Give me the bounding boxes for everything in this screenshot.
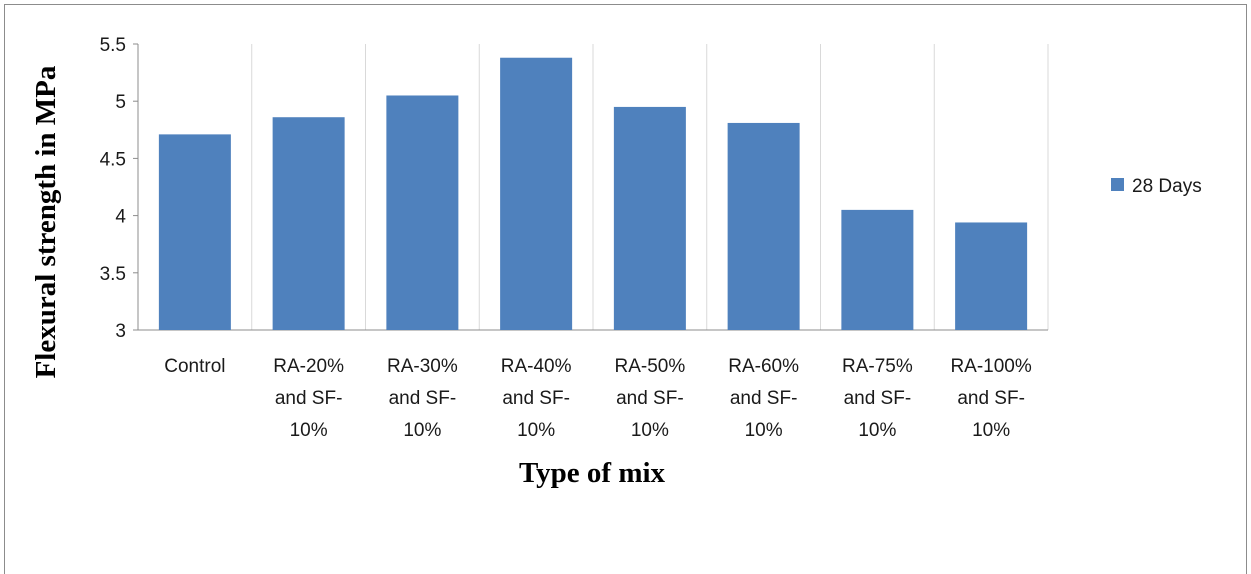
x-tick-label: RA-100% and SF- 10% [950,356,1031,441]
x-tick-label-line: 10% [858,420,896,441]
bar [158,134,231,330]
x-tick-label-line: RA-75% [842,356,913,377]
x-tick-label-line: 10% [517,420,555,441]
x-axis-title: Type of mix [519,457,666,489]
bar [500,57,573,331]
x-tick-label-line: Control [164,356,225,377]
x-tick-label-line: RA-40% [501,356,572,377]
legend: 28 Days [1111,176,1202,197]
legend-swatch [1111,178,1124,191]
y-tick-label: 3 [115,321,126,342]
x-tick-label: RA-75% and SF- 10% [842,356,913,441]
y-tick-label: 4.5 [100,149,126,170]
x-tick-label: RA-20% and SF- 10% [273,356,344,441]
y-tick-label: 5.5 [100,35,126,56]
x-tick-label-line: and SF- [844,388,912,409]
x-tick-label: Control [164,356,225,377]
x-tick-label-line: RA-100% [950,356,1031,377]
x-tick-label-line: 10% [745,420,783,441]
y-tick-labels: 3 3.5 4 4.5 5 5.5 [100,35,127,342]
y-tick-label: 4 [115,207,126,228]
x-tick-label-line: 10% [290,420,328,441]
y-tick-label: 3.5 [100,264,126,285]
bar [613,106,686,330]
x-tick-label-line: RA-50% [615,356,686,377]
x-tick-label-line: 10% [972,420,1010,441]
bar [955,222,1028,330]
x-tick-label-line: RA-30% [387,356,458,377]
bars [158,57,1028,331]
y-tick-label: 5 [115,92,126,113]
x-tick-label-line: RA-60% [728,356,799,377]
bar [727,122,800,330]
x-tick-label: RA-30% and SF- 10% [387,356,458,441]
x-tick-label-line: and SF- [389,388,457,409]
x-tick-labels: Control RA-20% and SF-10%RA-30% and SF-10%R… [164,356,1032,441]
x-tick-label: RA-40% and SF- 10% [501,356,572,441]
x-tick-label: RA-50% and SF- 10% [615,356,686,441]
x-tick-label-line: and SF- [275,388,343,409]
x-tick-label-line: and SF- [730,388,798,409]
x-tick-label-line: RA-20% [273,356,344,377]
x-tick-label-line: and SF- [502,388,570,409]
x-tick-label: RA-60% and SF- 10% [728,356,799,441]
x-tick-label-line: 10% [403,420,441,441]
bar [841,209,914,330]
bar [386,95,459,330]
y-axis-title: Flexural strength in MPa [30,65,62,378]
legend-label: 28 Days [1132,176,1202,197]
x-tick-label-line: and SF- [957,388,1025,409]
x-tick-label-line: and SF- [616,388,684,409]
bar [272,117,345,330]
x-tick-label-line: 10% [631,420,669,441]
